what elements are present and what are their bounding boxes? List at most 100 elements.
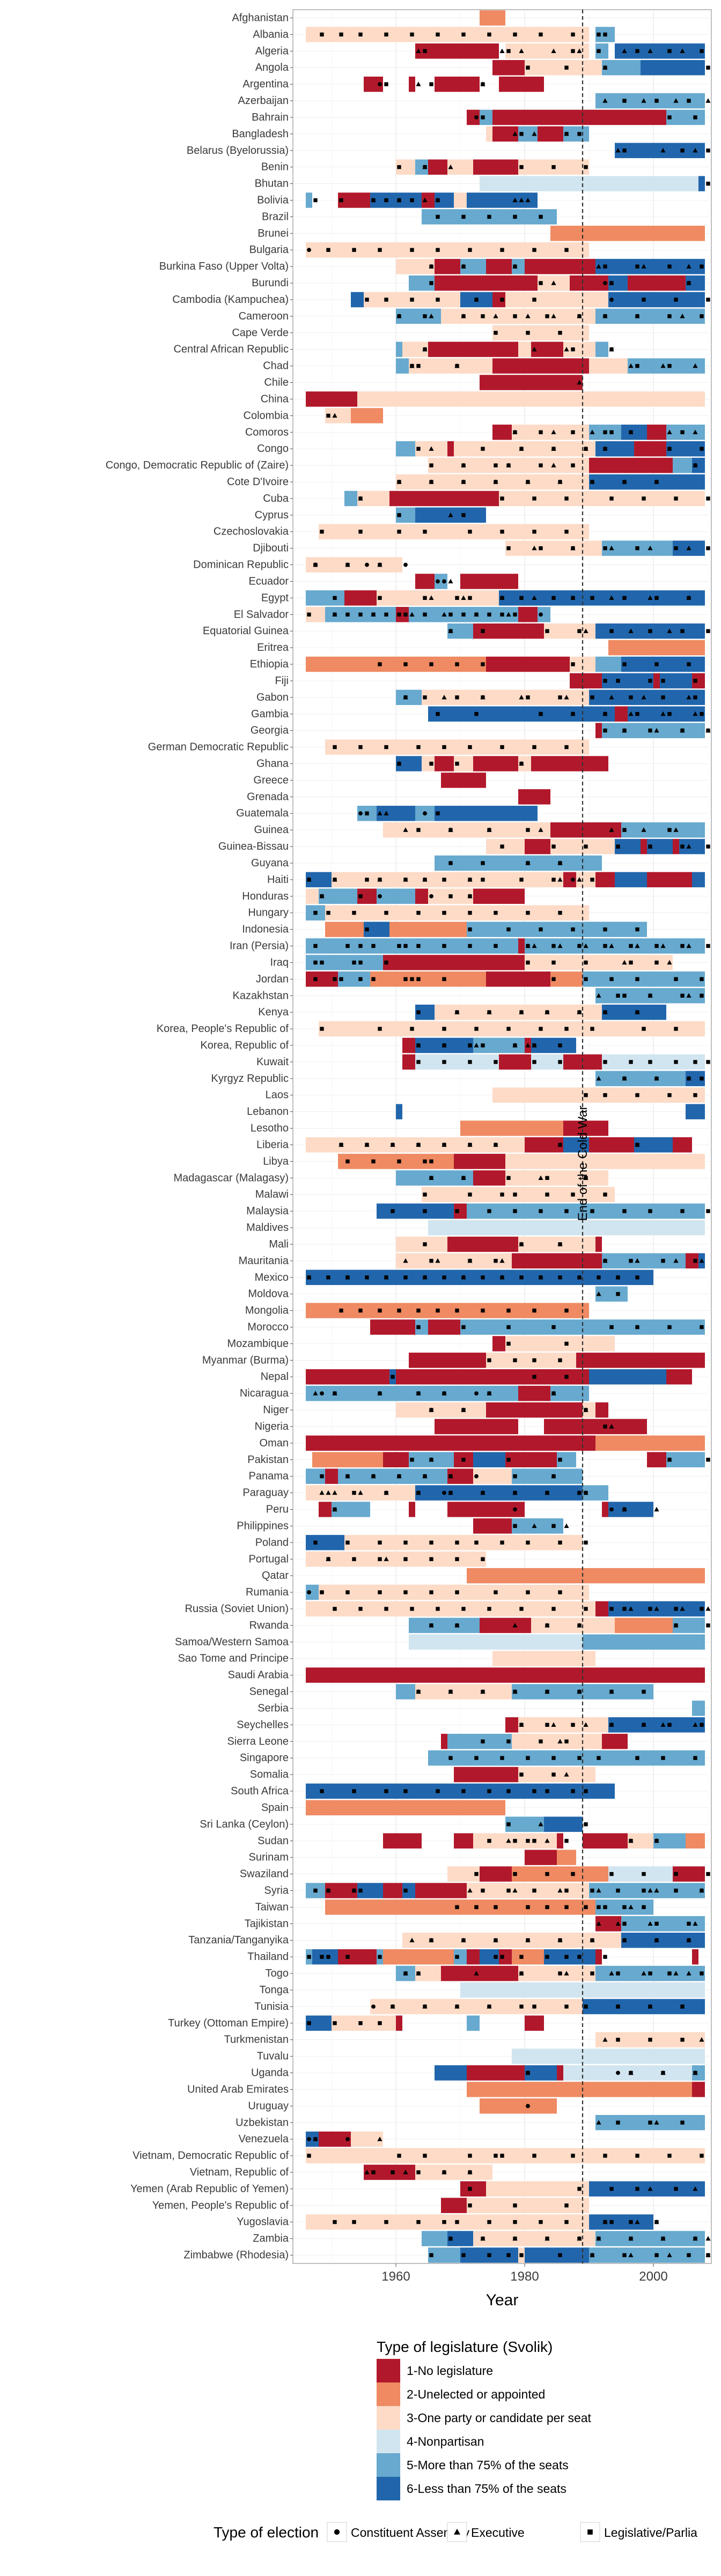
legislature-segment bbox=[512, 1949, 544, 1965]
legislative-election-marker bbox=[391, 2170, 395, 2174]
legislature-segment bbox=[351, 2131, 383, 2147]
legislative-election-marker bbox=[468, 596, 472, 600]
legislature-segment bbox=[467, 192, 538, 208]
legislature-segment bbox=[512, 425, 589, 440]
executive-election-marker bbox=[384, 1556, 389, 1561]
legislative-election-marker bbox=[358, 1308, 363, 1313]
executive-election-marker bbox=[596, 2120, 601, 2125]
country-label: Bangladesh bbox=[232, 128, 289, 140]
legislature-segment bbox=[563, 342, 595, 357]
legislative-election-marker bbox=[667, 264, 672, 269]
legislature-segment bbox=[538, 358, 589, 374]
executive-election-marker bbox=[551, 1722, 556, 1727]
legislative-election-marker bbox=[642, 298, 646, 302]
legislature-segment bbox=[460, 2181, 486, 2197]
legislative-election-marker bbox=[391, 2005, 395, 2009]
legislative-election-marker bbox=[378, 1590, 382, 1594]
legend-square-marker bbox=[587, 2529, 593, 2535]
constituent-assembly-marker bbox=[436, 579, 440, 584]
legislative-election-marker bbox=[358, 496, 363, 501]
legislative-election-marker bbox=[700, 1325, 704, 1330]
legislative-election-marker bbox=[648, 2038, 652, 2042]
legislative-election-marker bbox=[442, 1043, 446, 1048]
executive-election-marker bbox=[429, 595, 434, 600]
legislature-segment bbox=[679, 226, 705, 241]
country-label: Yemen (Arab Republic of Yemen) bbox=[130, 2183, 289, 2195]
constituent-assembly-marker bbox=[571, 877, 575, 882]
country-label: Indonesia bbox=[242, 924, 289, 936]
legislative-election-marker bbox=[564, 1375, 569, 1379]
legislative-election-marker bbox=[622, 1921, 627, 1926]
legislature-segment bbox=[583, 1999, 705, 2015]
legislature-segment bbox=[396, 358, 409, 374]
legislature-segment bbox=[435, 855, 602, 871]
legislative-election-marker bbox=[545, 1789, 549, 1793]
legislature-segment bbox=[525, 2065, 557, 2081]
executive-election-marker bbox=[667, 1457, 672, 1462]
legislature-segment bbox=[467, 2065, 525, 2081]
legislature-segment bbox=[602, 1502, 608, 1517]
legislative-election-marker bbox=[584, 844, 588, 849]
legislative-election-marker bbox=[661, 1756, 665, 1760]
legend-swatch bbox=[377, 2406, 400, 2430]
executive-election-marker bbox=[654, 1937, 659, 1942]
legislative-election-marker bbox=[526, 1590, 530, 1594]
legislative-election-marker bbox=[558, 1458, 562, 1462]
legislature-segment bbox=[550, 226, 679, 241]
legislature-segment bbox=[306, 1783, 615, 1799]
country-label: Kenya bbox=[258, 1006, 289, 1018]
executive-election-marker bbox=[487, 1009, 492, 1014]
legislative-election-marker bbox=[680, 2005, 685, 2009]
legislative-election-marker bbox=[481, 861, 485, 865]
legislature-segment bbox=[589, 457, 634, 473]
legislative-election-marker bbox=[571, 430, 575, 434]
legislative-election-marker bbox=[481, 2236, 485, 2241]
executive-election-marker bbox=[680, 1606, 685, 1611]
legislative-election-marker bbox=[551, 977, 556, 982]
legislative-election-marker bbox=[558, 1971, 562, 1976]
executive-election-marker bbox=[519, 197, 524, 203]
legislature-segment bbox=[531, 342, 563, 357]
legislature-segment bbox=[615, 43, 705, 59]
legislative-election-marker bbox=[693, 1259, 697, 1263]
legislature-segment bbox=[615, 1617, 673, 1634]
executive-election-marker bbox=[364, 2170, 370, 2174]
executive-election-marker bbox=[557, 1242, 563, 1246]
executive-election-marker bbox=[635, 1258, 640, 1263]
country-label: Sierra Leone bbox=[227, 1735, 289, 1747]
country-label: Mexico bbox=[255, 1272, 289, 1283]
legislative-election-marker bbox=[371, 1159, 376, 1164]
legislative-election-marker bbox=[442, 1060, 446, 1064]
executive-election-marker bbox=[532, 131, 537, 136]
legislative-election-marker bbox=[584, 1822, 588, 1827]
executive-election-marker bbox=[577, 877, 582, 882]
legislative-election-marker bbox=[603, 944, 607, 948]
legislative-election-marker bbox=[693, 679, 697, 683]
legislature-segment bbox=[306, 192, 312, 208]
legislature-segment bbox=[435, 2065, 467, 2081]
legislative-election-marker bbox=[629, 2220, 633, 2224]
legislative-election-marker bbox=[539, 2220, 543, 2224]
legislative-election-marker bbox=[545, 314, 549, 318]
legislative-election-marker bbox=[667, 49, 672, 53]
legislature-segment bbox=[435, 258, 460, 274]
executive-election-marker bbox=[403, 827, 408, 832]
legislative-election-marker bbox=[584, 1540, 588, 1545]
legislative-election-marker bbox=[448, 894, 453, 899]
legislature-segment bbox=[653, 1833, 686, 1849]
legislative-election-marker bbox=[423, 165, 427, 169]
executive-election-marker bbox=[499, 48, 505, 53]
legislative-election-marker bbox=[487, 1839, 491, 1843]
legislative-election-marker bbox=[513, 1192, 517, 1197]
legislature-segment bbox=[312, 1452, 370, 1467]
legislative-election-marker bbox=[442, 977, 446, 982]
legislative-election-marker bbox=[674, 1607, 678, 1611]
country-label: Albania bbox=[253, 28, 289, 40]
legislature-segment bbox=[525, 2247, 589, 2263]
executive-election-marker bbox=[474, 1043, 479, 1048]
legislative-election-marker bbox=[700, 1723, 704, 1727]
executive-election-marker bbox=[596, 993, 601, 998]
legislature-segment bbox=[512, 1734, 602, 1749]
legislative-election-marker bbox=[371, 612, 376, 617]
country-label: Cote D'Ivoire bbox=[227, 476, 289, 488]
